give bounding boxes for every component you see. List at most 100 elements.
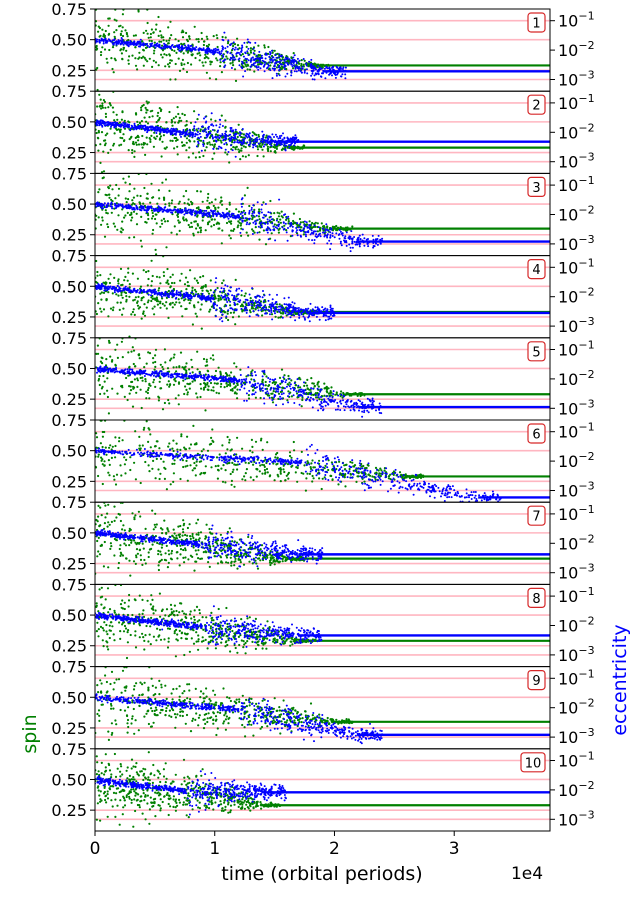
eccentricity-point — [163, 47, 166, 50]
eccentricity-point — [251, 212, 254, 215]
spin-point — [252, 229, 255, 233]
spin-point — [169, 78, 172, 81]
eccentricity-point — [233, 48, 236, 51]
spin-point — [145, 270, 148, 274]
eccentricity-point — [129, 127, 132, 130]
eccentricity-point — [318, 318, 321, 321]
eccentricity-point — [293, 302, 296, 305]
spin-point — [318, 229, 322, 232]
spin-point — [169, 276, 172, 279]
spin-point — [100, 131, 104, 134]
eccentricity-point — [207, 47, 210, 50]
eccentricity-point — [371, 234, 374, 237]
eccentricity-point — [331, 307, 334, 310]
spin-point — [107, 151, 110, 154]
spin-point — [271, 51, 274, 54]
spin-point — [109, 148, 112, 151]
eccentricity-point — [276, 60, 279, 63]
spin-point — [156, 202, 159, 205]
eccentricity-point — [236, 297, 239, 300]
eccentricity-point — [272, 228, 275, 231]
eccentricity-point — [259, 67, 262, 70]
spin-point — [193, 25, 196, 28]
spin-point — [104, 106, 107, 109]
spin-point — [265, 134, 268, 137]
eccentricity-point — [183, 134, 186, 137]
eccentricity-point — [242, 55, 245, 58]
eccentricity-point — [163, 206, 166, 209]
spin-point — [159, 109, 162, 113]
spin-point — [234, 130, 237, 133]
spin-point — [102, 291, 106, 294]
eccentricity-point — [244, 52, 247, 55]
eccentricity-point — [263, 306, 266, 309]
spin-point — [185, 137, 189, 140]
spin-point — [208, 220, 211, 223]
eccentricity-point — [222, 290, 225, 293]
eccentricity-point — [289, 312, 292, 315]
spin-point — [169, 20, 172, 23]
eccentricity-point — [272, 56, 275, 59]
spin-point — [211, 157, 214, 160]
spin-point — [279, 316, 282, 319]
eccentricity-point — [218, 137, 221, 140]
spin-point — [107, 225, 110, 229]
spin-point — [141, 379, 144, 382]
eccentricity-point — [305, 64, 308, 67]
spin-point — [164, 147, 167, 150]
spin-point — [178, 229, 181, 232]
eccentricity-point — [323, 308, 326, 311]
spin-point — [171, 306, 174, 309]
spin-point — [180, 42, 183, 46]
spin-point — [209, 279, 212, 282]
eccentricity-point — [141, 205, 144, 208]
spin-point — [208, 202, 211, 205]
spin-point — [300, 62, 303, 66]
eccentricity-point — [257, 211, 260, 214]
eccentricity-point — [171, 209, 174, 212]
spin-point — [141, 134, 144, 138]
spin-point — [251, 228, 254, 231]
eccentricity-point — [145, 290, 148, 293]
eccentricity-point — [261, 130, 264, 133]
eccentricity-point — [349, 250, 352, 253]
spin-point — [232, 146, 235, 149]
spin-point — [126, 398, 129, 402]
spin-point — [219, 298, 222, 301]
spin-point — [230, 222, 233, 225]
spin-point — [191, 202, 194, 205]
eccentricity-point — [322, 227, 324, 230]
eccentricity-point — [357, 238, 360, 241]
eccentricity-point — [377, 234, 380, 237]
spin-point — [189, 269, 192, 272]
spin-point — [142, 143, 145, 146]
eccentricity-point — [150, 44, 153, 47]
eccentricity-point — [262, 145, 265, 148]
eccentricity-point — [133, 128, 135, 131]
eccentricity-point — [246, 221, 249, 224]
eccentricity-point — [176, 208, 179, 211]
eccentricity-tick-exponent: −2 — [578, 39, 594, 52]
spin-point — [236, 135, 239, 139]
eccentricity-point — [205, 213, 208, 216]
spin-point — [95, 48, 98, 51]
eccentricity-point — [256, 201, 259, 204]
eccentricity-point — [118, 288, 121, 291]
eccentricity-point — [224, 148, 227, 151]
eccentricity-point — [119, 289, 122, 292]
eccentricity-point — [271, 133, 274, 136]
spin-point — [132, 196, 135, 199]
eccentricity-point — [275, 72, 278, 75]
eccentricity-point — [339, 242, 342, 245]
spin-point — [275, 147, 278, 150]
spin-point — [113, 225, 117, 228]
eccentricity-point — [116, 205, 118, 208]
spin-point — [178, 116, 181, 119]
spin-point — [140, 143, 143, 146]
eccentricity-point — [193, 127, 196, 130]
eccentricity-point — [331, 235, 334, 237]
eccentricity-point — [221, 133, 224, 135]
eccentricity-point — [267, 64, 270, 67]
spin-point — [100, 291, 103, 294]
